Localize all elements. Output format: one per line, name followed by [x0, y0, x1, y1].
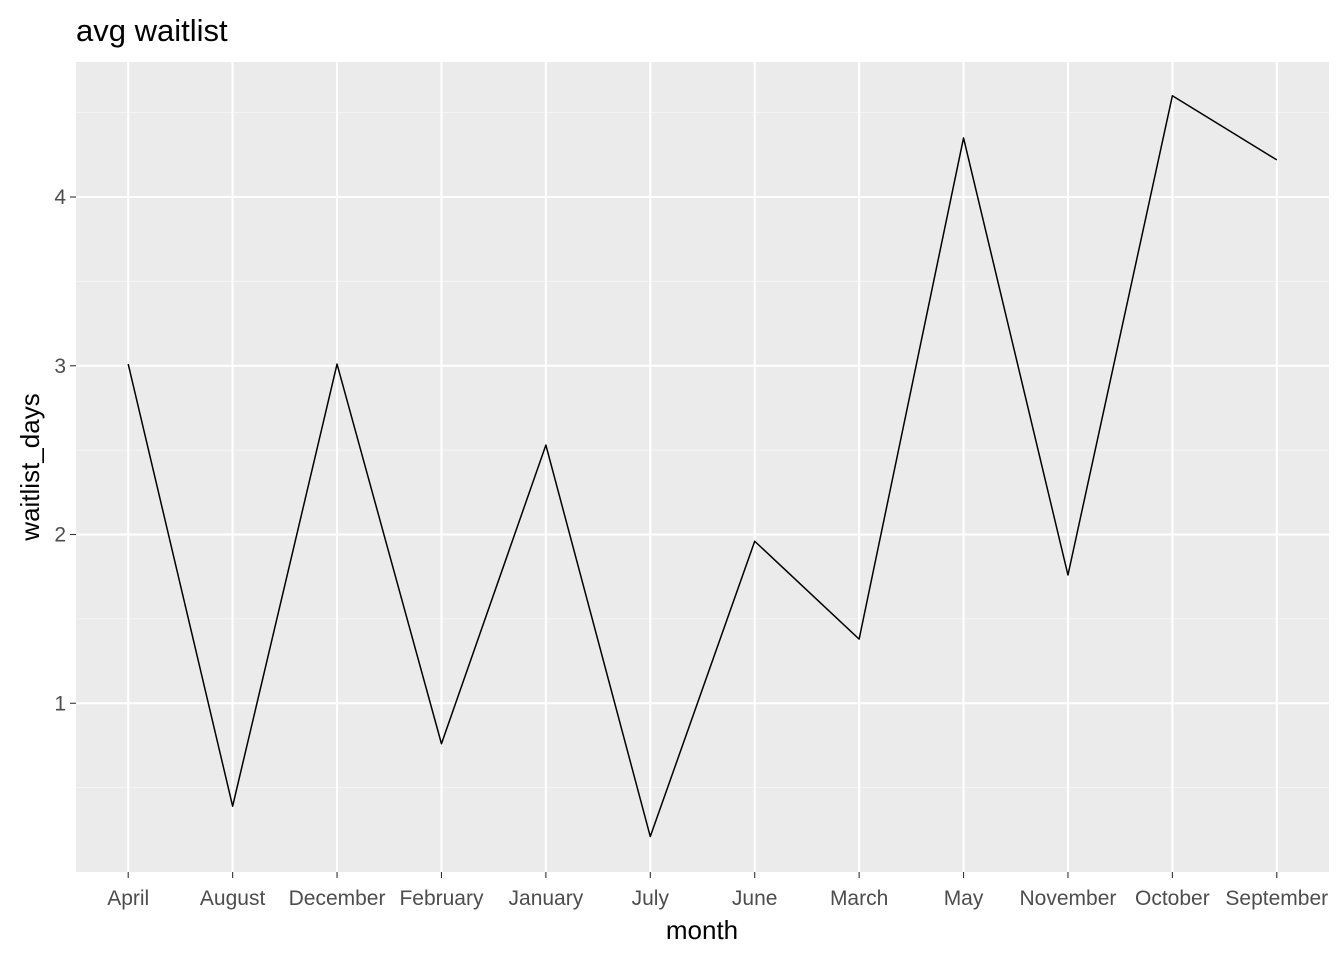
major-grid — [76, 62, 1329, 872]
y-tick-label: 4 — [54, 186, 66, 209]
x-tick-label: July — [632, 887, 670, 910]
x-tick-label: January — [509, 887, 584, 910]
y-tick-label: 3 — [54, 355, 66, 378]
chart-title: avg waitlist — [76, 13, 228, 48]
x-axis-title: month — [666, 915, 738, 945]
y-axis: 1 2 3 4 — [54, 186, 76, 715]
series-line — [127, 95, 1278, 838]
x-tick-label: June — [732, 887, 778, 910]
x-tick-label: November — [1020, 887, 1117, 910]
y-tick-label: 1 — [54, 692, 66, 715]
x-tick-label: April — [107, 887, 149, 910]
plot-panel — [76, 62, 1329, 872]
y-tick-label: 2 — [54, 524, 66, 547]
x-tick-label: March — [830, 887, 888, 910]
x-tick-label: August — [200, 887, 266, 910]
x-axis: April August December February January July Ju… — [107, 872, 1328, 910]
series-layer — [127, 95, 1278, 838]
x-tick-label: October — [1135, 887, 1210, 910]
x-tick-label: December — [289, 887, 386, 910]
x-tick-label: September — [1225, 887, 1328, 910]
minor-grid — [76, 112, 1329, 789]
x-tick-label: February — [399, 887, 484, 910]
y-axis-title: waitlist_days — [15, 393, 45, 541]
x-tick-label: May — [944, 887, 984, 910]
